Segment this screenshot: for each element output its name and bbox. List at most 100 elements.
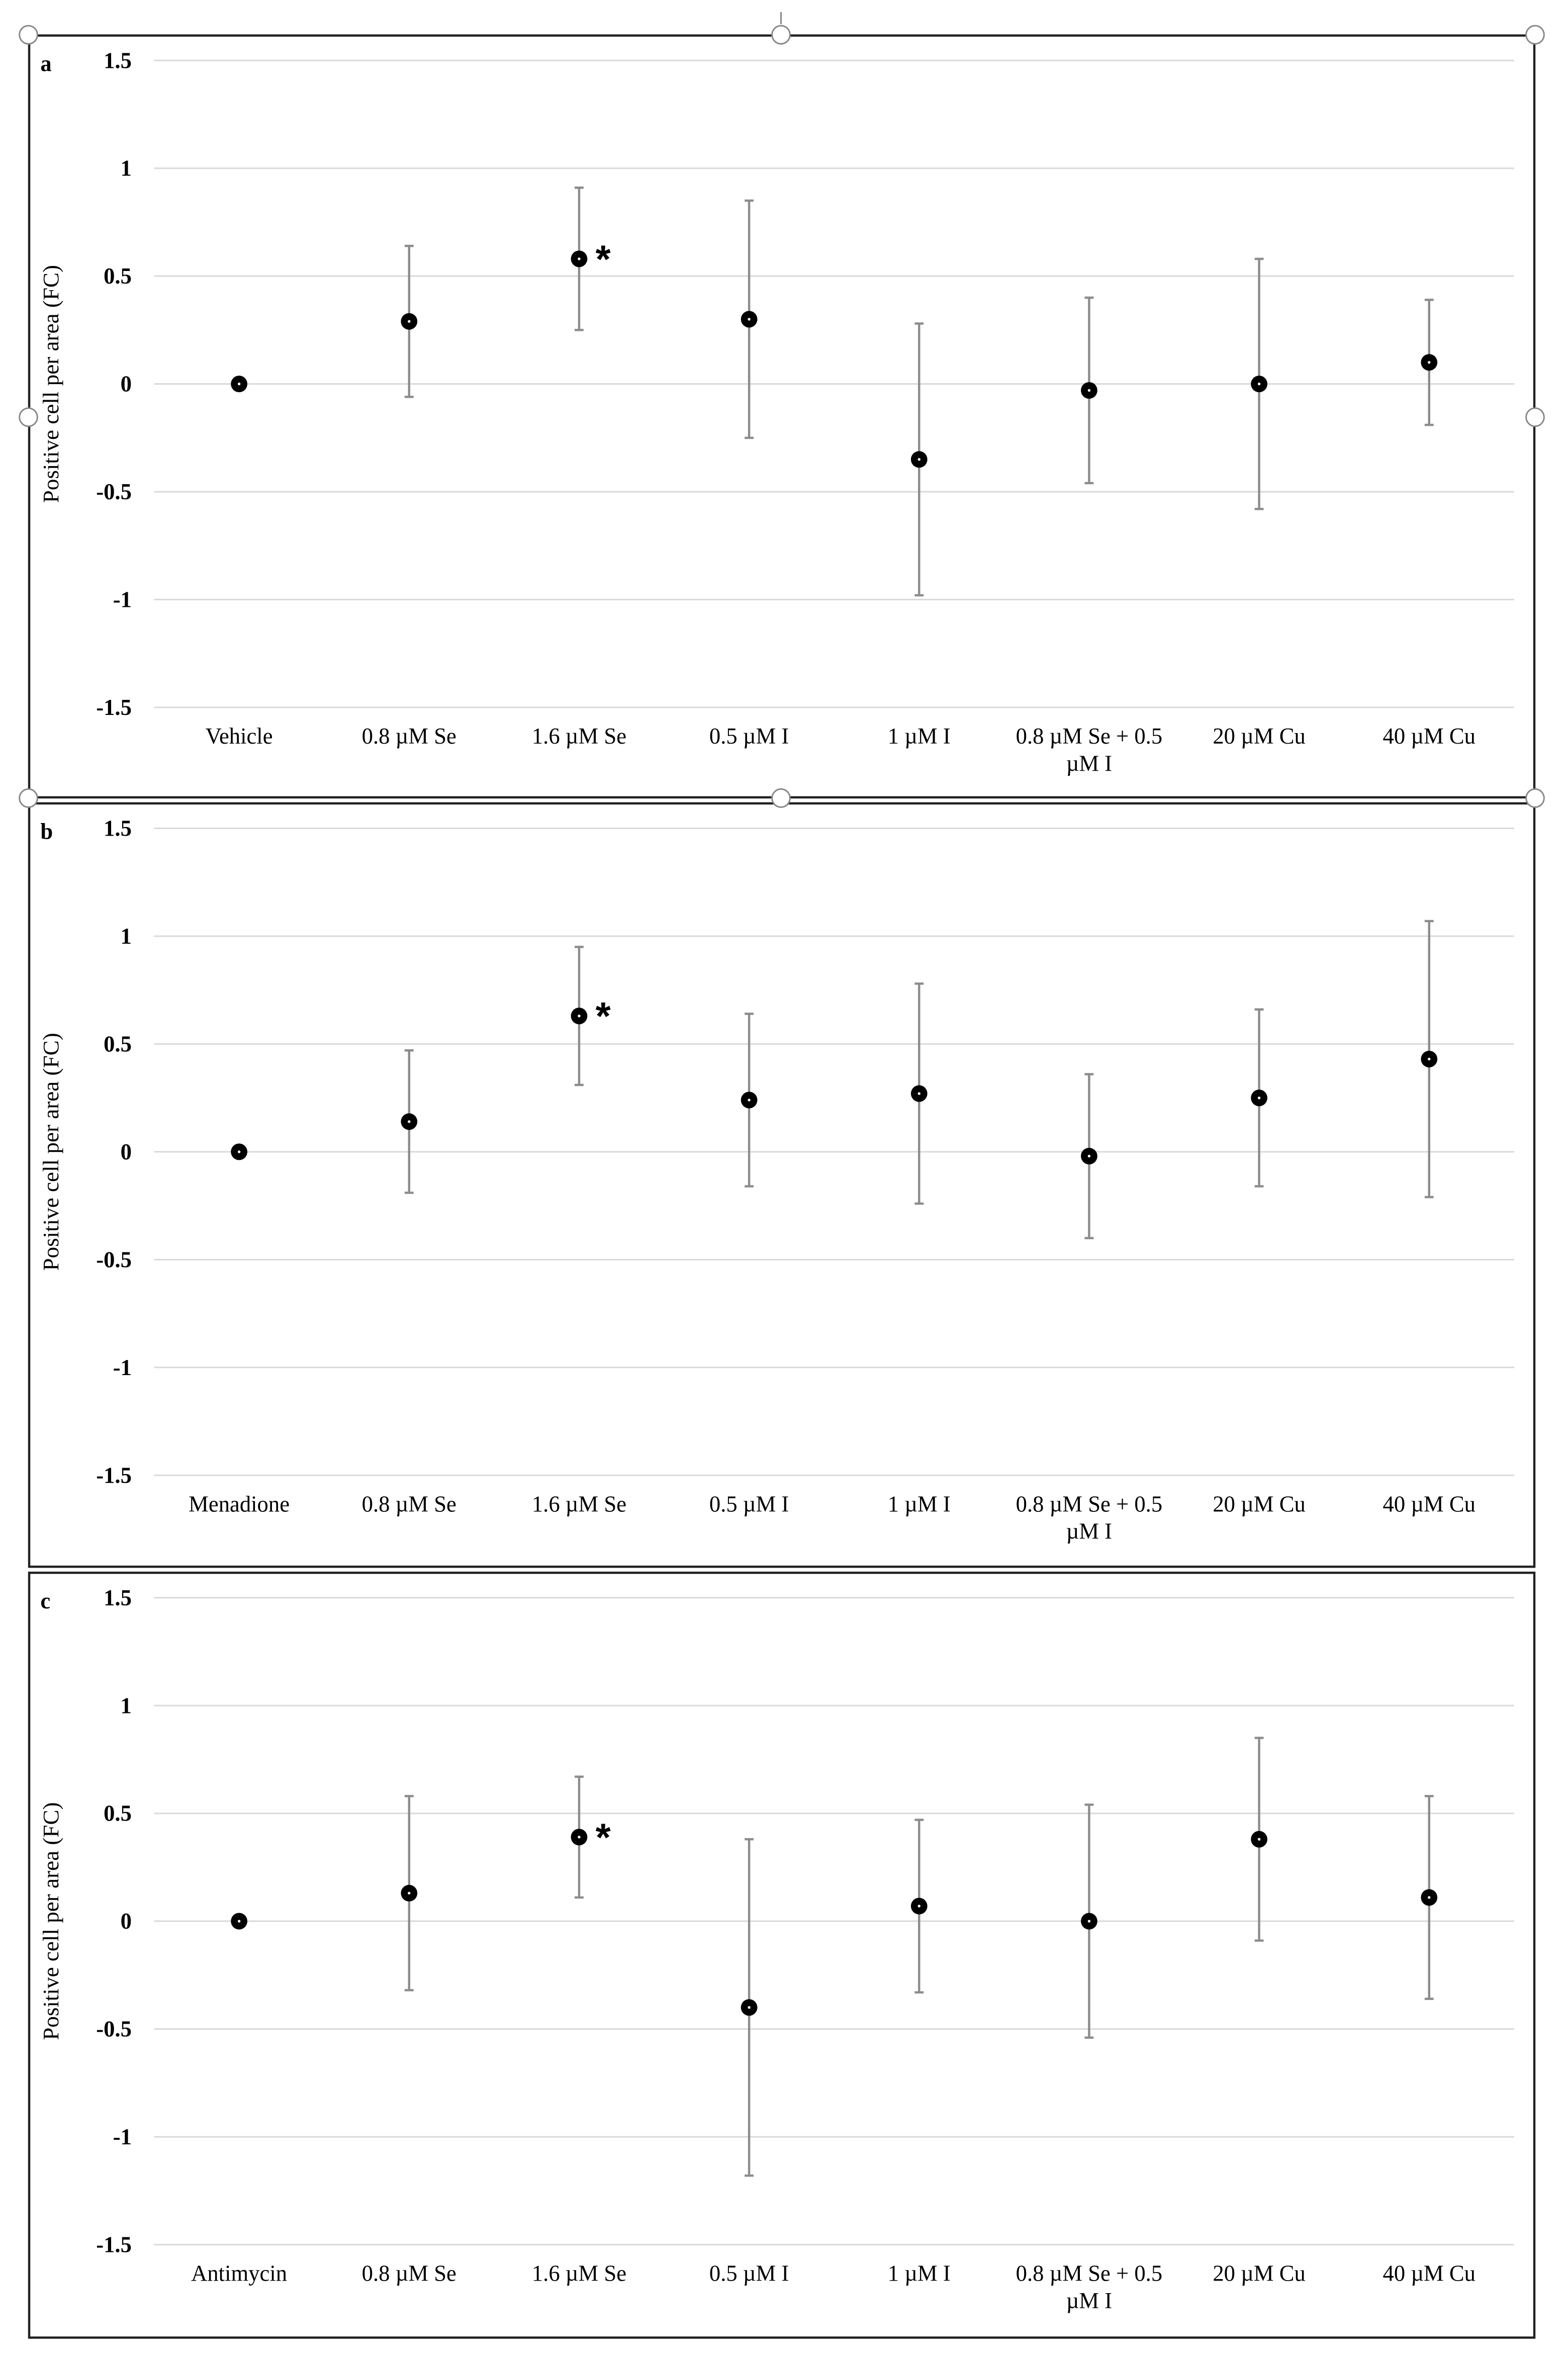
y-tick-label: -1 <box>113 1355 132 1380</box>
x-tick-label-box: 0.8 µM Se <box>361 726 456 750</box>
x-tick-label: 1 µM I <box>887 2262 951 2287</box>
x-tick-label: 0.8 µM Se <box>361 726 456 750</box>
x-tick-label-box: 0.5 µM I <box>709 726 789 750</box>
point-center <box>408 1120 411 1123</box>
x-tick-label: 0.8 µM Se <box>361 1493 456 1518</box>
x-tick-label: 20 µM Cu <box>1213 2262 1306 2287</box>
y-tick-label: 1.5 <box>104 1585 132 1610</box>
x-tick-label: 20 µM Cu <box>1213 726 1306 750</box>
x-tick-label: 40 µM Cu <box>1382 726 1476 750</box>
y-tick-label: 1 <box>121 924 132 949</box>
y-tick-label: 0 <box>121 371 132 396</box>
panel-label: b <box>40 819 53 844</box>
y-tick-label: -1.5 <box>96 695 132 720</box>
point-center <box>1428 1057 1431 1061</box>
annotation: * <box>596 994 611 1038</box>
x-tick-label: Antimycin <box>191 2262 288 2287</box>
point-center <box>917 458 920 461</box>
point-center <box>748 1099 751 1102</box>
point-center <box>578 1836 581 1839</box>
y-tick-label: 1 <box>121 1693 132 1718</box>
y-tick-label: 1 <box>121 156 132 181</box>
x-tick-label: 0.5 µM I <box>709 726 789 750</box>
point-center <box>1257 1096 1261 1100</box>
y-tick-label: 0.5 <box>104 1031 132 1056</box>
x-tick-label: Menadione <box>189 1493 290 1518</box>
x-tick-label-box: 40 µM Cu <box>1382 1493 1476 1518</box>
x-tick-label-box: 0.8 µM Se <box>361 1493 456 1518</box>
y-tick-label: -1 <box>113 587 132 612</box>
x-tick-label-box: 1.6 µM Se <box>532 1493 626 1517</box>
point-center <box>917 1905 920 1908</box>
x-tick-label-box: 0.8 µM Se + 0.5 µM I <box>1016 1493 1163 1545</box>
point-center <box>748 318 751 321</box>
point-center <box>748 2006 751 2009</box>
point-center <box>1087 1920 1091 1923</box>
panel-label: c <box>40 1588 50 1613</box>
y-tick-label: 1.5 <box>104 816 132 841</box>
x-tick-label: 1.6 µM Se <box>531 2262 627 2287</box>
x-tick-label: 0.5 µM I <box>709 1493 789 1518</box>
x-tick-label-box: 0.5 µM I <box>709 2263 789 2287</box>
x-tick-label: 0.8 µM Se + 0.5 µM I <box>1016 726 1163 777</box>
y-axis-label: Positive cell per area (FC) <box>38 1802 63 2040</box>
point-center <box>237 382 241 386</box>
y-tick-label: -1.5 <box>96 1463 132 1488</box>
x-tick-label: 20 µM Cu <box>1213 1493 1306 1518</box>
panel-frame <box>28 1571 1536 2339</box>
point-center <box>917 1092 920 1095</box>
x-tick-label-box: 20 µM Cu <box>1213 2262 1306 2287</box>
x-tick-label-box: 1.6 µM Se <box>531 726 627 750</box>
x-tick-label-box: 1 µM I <box>887 2262 951 2287</box>
y-tick-label: -1.5 <box>96 2232 132 2257</box>
x-tick-label-box: 20 µM Cu <box>1213 1493 1306 1518</box>
x-tick-label: 0.8 µM Se <box>361 2262 456 2287</box>
y-tick-label: -0.5 <box>96 2016 132 2041</box>
y-tick-label: 0.5 <box>104 1801 132 1826</box>
point-center <box>1257 1838 1261 1841</box>
panel-frame <box>28 34 1536 799</box>
point-center <box>408 1891 411 1895</box>
point-center <box>1087 1154 1091 1158</box>
y-tick-label: -0.5 <box>96 479 132 504</box>
y-tick-label: -1 <box>113 2124 132 2149</box>
point-center <box>1087 389 1091 392</box>
x-tick-label: 1 µM I <box>887 1493 951 1518</box>
x-tick-label-box: 1 µM I <box>887 1493 951 1518</box>
x-tick-label-box: 1 µM I <box>887 726 951 750</box>
x-tick-label-box: 0.5 µM I <box>709 1493 789 1518</box>
x-tick-label: Vehicle <box>205 726 273 750</box>
point-center <box>578 257 581 260</box>
x-tick-label-box: Vehicle <box>205 726 273 750</box>
x-tick-label-box: 0.8 µM Se + 0.5 µM I <box>1016 726 1163 777</box>
y-axis-label: Positive cell per area (FC) <box>38 1033 63 1271</box>
annotation: * <box>596 1816 611 1859</box>
panel-label: a <box>40 51 51 76</box>
x-tick-label-box: 40 µM Cu <box>1382 726 1476 750</box>
x-tick-label-box: 1.6 µM Se <box>531 2262 627 2287</box>
point-center <box>237 1920 241 1923</box>
point-center <box>1428 1896 1431 1899</box>
x-tick-label-box: 40 µM Cu <box>1382 2262 1476 2287</box>
x-tick-label: 0.8 µM Se + 0.5 µM I <box>1016 1493 1163 1545</box>
x-tick-label-box: 0.8 µM Se + 0.5 µM I <box>1016 2263 1163 2314</box>
x-tick-label: 40 µM Cu <box>1382 1493 1476 1518</box>
x-tick-label-box: 0.8 µM Se <box>361 2262 456 2287</box>
y-tick-label: 0 <box>121 1909 132 1934</box>
point-center <box>578 1014 581 1018</box>
y-axis-label: Positive cell per area (FC) <box>38 265 63 503</box>
y-tick-label: -0.5 <box>96 1247 132 1272</box>
x-tick-label: 40 µM Cu <box>1382 2262 1476 2287</box>
panel-frame <box>28 802 1536 1568</box>
x-tick-label: 1.6 µM Se <box>531 726 627 750</box>
point-center <box>237 1150 241 1153</box>
x-tick-label-box: 20 µM Cu <box>1213 726 1306 750</box>
x-tick-label-box: Antimycin <box>191 2262 288 2287</box>
point-center <box>408 320 411 323</box>
point-center <box>1257 382 1261 386</box>
x-tick-label-box: Menadione <box>189 1493 290 1518</box>
x-tick-label: 1 µM I <box>887 726 951 750</box>
annotation: * <box>596 238 611 281</box>
point-center <box>1428 361 1431 364</box>
